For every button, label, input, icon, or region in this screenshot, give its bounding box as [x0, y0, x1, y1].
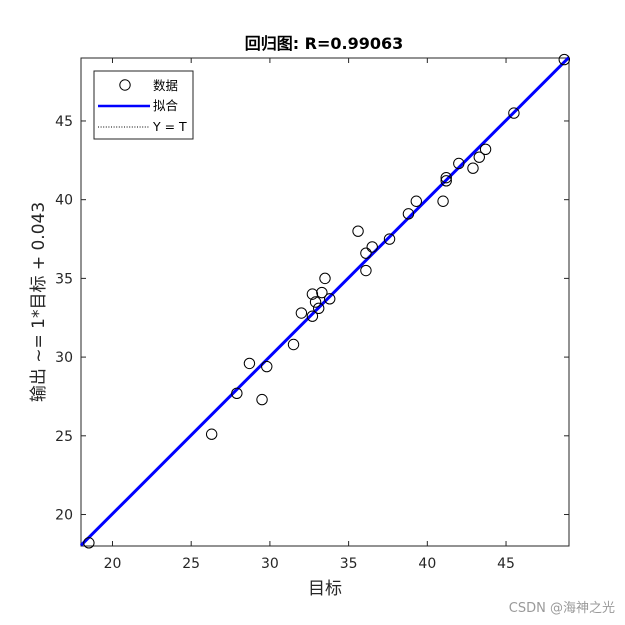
data-point-1	[205, 428, 218, 440]
data-point-17	[360, 264, 372, 277]
data-point-0	[83, 537, 95, 549]
y-tick-label-2: 30	[55, 350, 73, 366]
data-point-21	[410, 195, 423, 207]
data-point-3	[243, 357, 256, 370]
x-axis: 20 25 30 35 40 45	[104, 58, 515, 572]
data-point-28	[479, 143, 492, 156]
x-tick-label-1: 25	[182, 556, 200, 572]
data-point-9	[306, 288, 319, 300]
legend-label-data: 数据	[153, 78, 178, 93]
y-tick-label-3: 35	[55, 271, 73, 287]
data-point-24	[440, 175, 452, 187]
y-axis: 20 25 30 35 40 45	[55, 114, 569, 524]
x-axis-label: 目标	[308, 579, 342, 599]
chart-title: 回归图: R=0.99063	[245, 34, 404, 53]
data-point-2	[231, 387, 243, 400]
legend-label-identity: Y = T	[152, 119, 187, 134]
data-point-16	[360, 247, 372, 259]
data-point-12	[316, 286, 328, 299]
data-point-18	[366, 241, 378, 253]
data-point-30	[558, 53, 570, 66]
data-point-15	[352, 225, 364, 237]
y-tick-label-1: 25	[55, 429, 73, 445]
data-points	[83, 53, 570, 549]
data-point-10	[309, 296, 322, 308]
data-point-27	[473, 151, 485, 163]
data-point-8	[306, 310, 319, 322]
data-point-4	[256, 393, 268, 406]
data-point-5	[261, 360, 273, 373]
data-point-23	[440, 171, 452, 184]
legend: 数据 拟合 Y = T	[93, 70, 194, 140]
data-point-25	[453, 157, 465, 170]
x-tick-label-3: 35	[340, 556, 358, 572]
y-tick-label-5: 45	[55, 114, 73, 130]
x-tick-label-0: 20	[104, 556, 122, 572]
x-tick-label-2: 30	[261, 556, 279, 572]
watermark: CSDN @海神之光	[508, 601, 615, 616]
legend-label-fit: 拟合	[153, 98, 179, 113]
data-point-26	[467, 162, 479, 174]
legend-marker-data	[119, 79, 131, 91]
data-point-20	[402, 208, 415, 220]
data-point-14	[324, 293, 336, 305]
x-tick-label-5: 45	[497, 556, 515, 572]
data-point-7	[295, 307, 308, 319]
y-axis-label: 输出 ~= 1*目标 + 0.043	[29, 202, 49, 402]
data-point-11	[313, 302, 325, 314]
y-tick-label-0: 20	[55, 508, 73, 524]
data-point-29	[508, 107, 520, 119]
data-point-22	[437, 195, 449, 207]
data-point-6	[287, 338, 300, 351]
x-tick-label-4: 40	[418, 556, 436, 572]
data-point-13	[319, 272, 331, 285]
y-tick-label-4: 40	[55, 193, 73, 209]
data-point-19	[383, 233, 396, 245]
